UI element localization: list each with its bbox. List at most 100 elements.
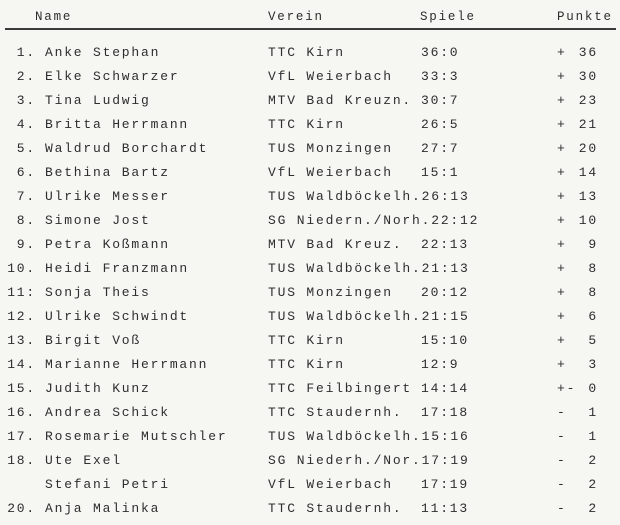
- points-sign: +: [557, 189, 567, 204]
- player-name: Bethina Bartz: [45, 165, 170, 180]
- rank: 3.: [16, 93, 36, 108]
- points-sign: -: [557, 405, 567, 420]
- points-sign: +: [557, 69, 567, 84]
- rank: 20.: [7, 501, 36, 516]
- table-row: 13. Birgit Voß TTC Kirn 15:10 +5: [0, 333, 620, 357]
- club-and-games: MTV Bad Kreuz. 22:13: [268, 237, 469, 253]
- points: 1: [588, 405, 598, 420]
- points: 20: [578, 141, 598, 156]
- points: 5: [588, 333, 598, 348]
- player-name: Stefani Petri: [45, 477, 170, 492]
- games: 17:18: [421, 405, 470, 420]
- club-and-games: TTC Kirn 12:9: [268, 357, 459, 373]
- games: 22:12: [431, 213, 480, 228]
- games: 15:1: [421, 165, 460, 180]
- points-sign: +: [557, 261, 567, 276]
- table-row: 16. Andrea Schick TTC Staudernh. 17:18 - 1: [0, 405, 620, 429]
- games: 26:13: [421, 189, 470, 204]
- rank: 2.: [16, 69, 36, 84]
- points-sign: -: [557, 501, 567, 516]
- table-row: 5. Waldrud Borchardt TUS Monzingen 27:7 +20: [0, 141, 620, 165]
- player-name: Ulrike Messer: [45, 189, 170, 204]
- club-and-games: VfL Weierbach 15:1: [268, 165, 459, 181]
- table-row: 3. Tina Ludwig MTV Bad Kreuzn. 30:7 +23: [0, 93, 620, 117]
- player-name: Rosemarie Mutschler: [45, 429, 228, 444]
- table-row: 6. Bethina Bartz VfL Weierbach 15:1 +14: [0, 165, 620, 189]
- points-sign: +: [557, 285, 567, 300]
- player-name: Simone Jost: [45, 213, 151, 228]
- points: 10: [578, 213, 598, 228]
- rank: 8.: [16, 213, 36, 228]
- table-row: 10. Heidi Franzmann TUS Waldböckelh. 21:13 +…: [0, 261, 620, 285]
- player-name: Heidi Franzmann: [45, 261, 190, 276]
- points: 1: [588, 429, 598, 444]
- table-row: 8. Simone Jost SG Niedern./Norh. 22:12 +10: [0, 213, 620, 237]
- club-and-games: TUS Waldböckelh. 26:13: [268, 189, 470, 205]
- points-sign: +: [557, 333, 567, 348]
- points-sign: -: [557, 429, 567, 444]
- rank: 6.: [16, 165, 36, 180]
- club-and-games: SG Niederh./Nor. 17:19: [268, 453, 470, 469]
- player-name: Tina Ludwig: [45, 93, 151, 108]
- club: TUS Waldböckelh.: [268, 261, 422, 276]
- rank: 11:: [7, 285, 36, 300]
- club-and-games: TTC Staudernh. 17:18: [268, 405, 469, 421]
- points-sign: +: [557, 93, 567, 108]
- club: TTC Feilbingert: [268, 381, 413, 396]
- points-sign: +: [557, 357, 567, 372]
- club-and-games: TTC Kirn 36:0: [268, 45, 459, 61]
- games: 14:14: [421, 381, 470, 396]
- player-name: Andrea Schick: [45, 405, 170, 420]
- points-sign: +: [557, 117, 567, 132]
- games: 30:7: [421, 93, 460, 108]
- player-name: Sonja Theis: [45, 285, 151, 300]
- club-and-games: SG Niedern./Norh. 22:12: [268, 213, 479, 229]
- points: 2: [588, 477, 598, 492]
- club-and-games: TUS Monzingen 27:7: [268, 141, 459, 157]
- club: VfL Weierbach: [268, 69, 393, 84]
- header-spiele: Spiele: [420, 10, 476, 24]
- table-row: 9. Petra Koßmann MTV Bad Kreuz. 22:13 +9: [0, 237, 620, 261]
- table-row: 11: Sonja Theis TUS Monzingen 20:12 +8: [0, 285, 620, 309]
- games: 11:13: [421, 501, 470, 516]
- club-and-games: TUS Waldböckelh. 21:15: [268, 309, 470, 325]
- club-and-games: MTV Bad Kreuzn. 30:7: [268, 93, 459, 109]
- points: 2: [588, 453, 598, 468]
- rank: 12.: [7, 309, 36, 324]
- club: TTC Staudernh.: [268, 501, 403, 516]
- points: 14: [578, 165, 598, 180]
- games: 21:13: [421, 261, 470, 276]
- games: 27:7: [421, 141, 460, 156]
- club-and-games: TTC Staudernh. 11:13: [268, 501, 469, 517]
- points-sign: +: [557, 213, 567, 228]
- points-sign: +: [557, 45, 567, 60]
- rank: 9.: [16, 237, 36, 252]
- club: VfL Weierbach: [268, 165, 393, 180]
- table-row: 15. Judith Kunz TTC Feilbingert 14:14 +- 0: [0, 381, 620, 405]
- rank: 5.: [16, 141, 36, 156]
- points-sign: -: [557, 453, 567, 468]
- club: TTC Kirn: [268, 117, 345, 132]
- points-sign: +-: [557, 381, 577, 396]
- points-sign: +: [557, 309, 567, 324]
- player-name: Petra Koßmann: [45, 237, 170, 252]
- club: TUS Waldböckelh.: [268, 309, 422, 324]
- rank: 14.: [7, 357, 36, 372]
- club: TUS Monzingen: [268, 141, 393, 156]
- games: 36:0: [421, 45, 460, 60]
- table-row: 14. Marianne Herrmann TTC Kirn 12:9 +3: [0, 357, 620, 381]
- player-name: Ute Exel: [45, 453, 122, 468]
- games: 17:19: [421, 453, 470, 468]
- games: 17:19: [421, 477, 470, 492]
- club: TTC Kirn: [268, 333, 345, 348]
- table-row: 2. Elke Schwarzer VfL Weierbach 33:3 +30: [0, 69, 620, 93]
- club-and-games: TTC Feilbingert 14:14: [268, 381, 469, 397]
- club: SG Niedern./Norh.: [268, 213, 432, 228]
- player-name: Ulrike Schwindt: [45, 309, 190, 324]
- points: 0: [588, 381, 598, 396]
- player-name: Waldrud Borchardt: [45, 141, 209, 156]
- rank: 1.: [16, 45, 36, 60]
- points-sign: +: [557, 165, 567, 180]
- points-sign: +: [557, 237, 567, 252]
- rank: 15.: [7, 381, 36, 396]
